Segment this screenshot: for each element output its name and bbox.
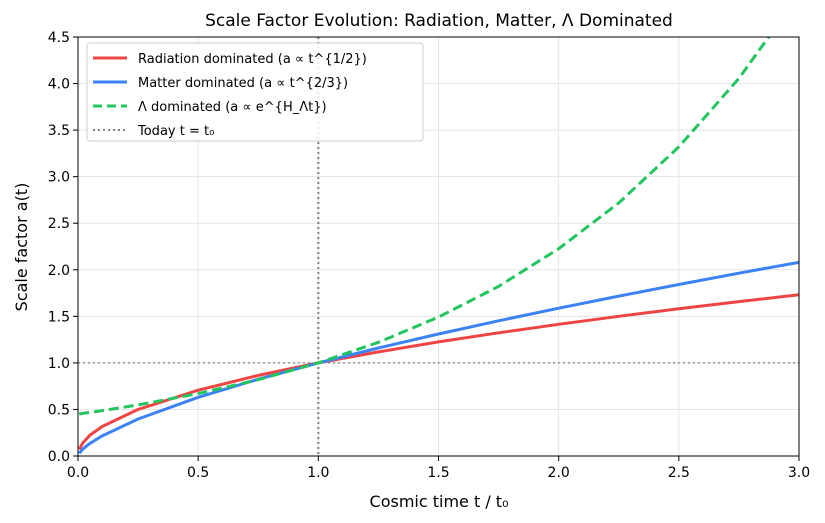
series-group <box>78 37 799 455</box>
chart-title: Scale Factor Evolution: Radiation, Matte… <box>205 11 673 31</box>
x-tick-label: 0.0 <box>67 465 89 481</box>
x-tick-label: 1.0 <box>307 465 329 481</box>
legend-box <box>86 42 424 142</box>
y-tick-label: 3.5 <box>48 123 70 139</box>
legend: Radiation dominated (a ∝ t^{1/2}) Matter … <box>86 42 424 142</box>
y-tick-label: 1.0 <box>48 356 70 372</box>
x-tick-label: 2.0 <box>548 465 570 481</box>
y-tick-label: 3.0 <box>48 170 70 186</box>
series-line-2 <box>78 37 771 416</box>
y-tick-label: 0.5 <box>48 402 70 418</box>
legend-label: Λ dominated (a ∝ e^{H_Λt}) <box>138 100 327 115</box>
y-axis-label: Scale factor a(t) <box>12 183 31 312</box>
y-tick-label: 0.0 <box>48 449 70 465</box>
y-tick-label: 4.0 <box>48 77 70 93</box>
legend-label: Matter dominated (a ∝ t^{2/3}) <box>138 76 348 91</box>
x-axis-label: Cosmic time t / t₀ <box>370 492 509 511</box>
legend-label: Today t = t₀ <box>137 124 214 139</box>
x-tick-label: 3.0 <box>788 465 810 481</box>
series-line-0 <box>78 293 799 451</box>
ticks: 0.0 0.5 1.0 1.5 2.0 2.5 3.0 0.0 0.5 1.0 1.5 2.0 2.5 3… <box>48 30 810 481</box>
legend-label: Radiation dominated (a ∝ t^{1/2}) <box>138 52 367 67</box>
y-tick-label: 2.0 <box>48 263 70 279</box>
x-tick-label: 1.5 <box>427 465 449 481</box>
y-tick-label: 1.5 <box>48 309 70 325</box>
x-tick-label: 2.5 <box>668 465 690 481</box>
y-tick-label: 4.5 <box>48 30 70 46</box>
series-line-1 <box>78 260 799 455</box>
x-tick-label: 0.5 <box>187 465 209 481</box>
reference-lines <box>78 37 799 456</box>
y-tick-label: 2.5 <box>48 216 70 232</box>
